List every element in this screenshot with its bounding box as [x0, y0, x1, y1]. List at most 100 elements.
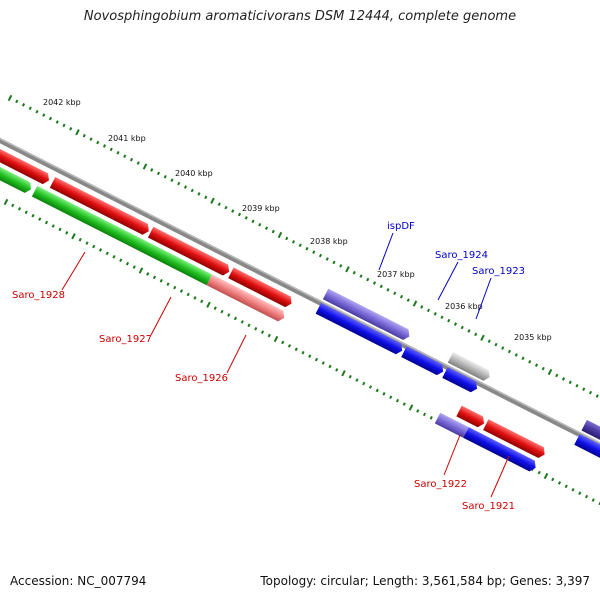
ruler-lower-tick	[38, 217, 42, 221]
ruler-upper-tick	[21, 103, 26, 107]
ruler-lower-tick	[179, 289, 184, 293]
gene-saro-1924[interactable]	[401, 346, 446, 377]
ruler-lower-tick	[166, 282, 170, 287]
ruler-upper-tick	[48, 116, 53, 121]
gene-label-saro-1924[interactable]: Saro_1924	[435, 250, 488, 261]
gene-saro-1921-red[interactable]	[483, 419, 547, 460]
ruler-upper-tick	[534, 363, 539, 367]
ruler-lower-tick	[273, 335, 279, 343]
ruler-upper-tick	[197, 192, 201, 196]
ruler-upper-tick	[28, 106, 32, 111]
gene-label-saro-1927[interactable]: Saro_1927	[99, 334, 152, 345]
ruler-lower-tick	[152, 275, 157, 280]
gene-label-saro-1926[interactable]: Saro_1926	[175, 373, 228, 384]
gene-saro-1926-tail[interactable]	[228, 267, 294, 308]
ruler-upper-tick	[96, 140, 100, 145]
ruler-upper-tick	[312, 250, 316, 254]
gene-saro-1923-blue[interactable]	[442, 367, 480, 394]
gene-saro-1927-lower[interactable]	[31, 185, 213, 286]
ruler-lower-tick	[11, 203, 15, 208]
gene-label-saro-1923[interactable]: Saro_1923	[472, 266, 525, 277]
gene-saro-1922-lav[interactable]	[434, 412, 469, 438]
ruler-lower-tick	[348, 374, 352, 379]
ruler-upper-tick	[291, 240, 296, 244]
kbp-label-2036: 2036 kbp	[445, 302, 483, 311]
gene-saro-1928-upper[interactable]	[0, 142, 52, 186]
ruler-lower-tick	[247, 323, 251, 328]
ruler-upper-tick	[231, 209, 235, 213]
gene-far-right-blue[interactable]	[574, 434, 600, 477]
ruler-lower-tick	[267, 333, 271, 338]
ruler-upper-tick	[514, 353, 518, 357]
ruler-upper-tick	[55, 120, 59, 124]
ruler-lower-tick	[213, 306, 217, 310]
ruler-upper-tick	[568, 380, 572, 385]
ruler-upper-tick	[528, 359, 532, 364]
ruler-upper-tick	[575, 383, 579, 388]
ruler-lower-tick	[382, 392, 386, 396]
ruler-upper-tick	[62, 123, 66, 128]
gene-saro-1926-lower[interactable]	[206, 274, 287, 324]
ruler-lower-tick	[138, 267, 144, 274]
ruler-upper-tick	[399, 294, 404, 299]
ruler-upper-tick	[507, 349, 512, 354]
ruler-upper-tick	[35, 109, 39, 114]
ruler-lower-tick	[395, 398, 400, 403]
ruler-upper-tick	[440, 315, 444, 320]
gene-label-saro-1921[interactable]: Saro_1921	[462, 501, 515, 512]
ruler-upper-tick	[183, 185, 188, 189]
kbp-label-2035: 2035 kbp	[514, 333, 552, 342]
ruler-lower-tick	[591, 498, 595, 502]
gene-ispdf[interactable]	[315, 302, 405, 356]
ruler-upper-tick	[345, 266, 350, 273]
gene-saro-1926-upper[interactable]	[147, 226, 232, 278]
ruler-lower-tick	[173, 285, 177, 290]
ruler-lower-tick	[355, 378, 359, 382]
ruler-lower-tick	[227, 313, 231, 317]
ruler-upper-tick	[217, 202, 221, 206]
gene-saro-1921-blue[interactable]	[463, 427, 538, 473]
ruler-upper-tick	[467, 329, 471, 333]
gene-saro-1922-red[interactable]	[456, 405, 486, 429]
ruler-upper-tick	[69, 127, 73, 131]
ruler-upper-tick	[190, 188, 194, 193]
kbp-ruler-upper	[7, 94, 599, 398]
ruler-lower-tick	[31, 213, 35, 218]
ruler-upper-tick	[136, 161, 140, 165]
genome-backbone	[0, 133, 600, 464]
gene-far-right-dark[interactable]	[581, 419, 600, 463]
accession-footer: Accession: NC_007794	[10, 574, 147, 588]
ruler-upper-tick	[406, 298, 410, 302]
ruler-upper-tick	[460, 325, 464, 330]
kbp-label-2037: 2037 kbp	[377, 270, 415, 279]
gene-label-ispdf[interactable]: ispDF	[387, 221, 415, 232]
ruler-upper-tick	[588, 390, 593, 395]
gene-saro-1927-upper[interactable]	[49, 176, 152, 237]
ruler-lower-tick	[119, 258, 123, 263]
ruler-lower-tick	[254, 326, 258, 331]
ruler-upper-tick	[305, 246, 309, 251]
gene-label-saro-1928[interactable]: Saro_1928	[12, 290, 65, 301]
ruler-upper-tick	[447, 318, 451, 323]
gene-ispdf-lavender[interactable]	[322, 288, 412, 342]
gene-saro-1928-lower[interactable]	[0, 156, 34, 195]
ruler-lower-tick	[571, 487, 575, 492]
ruler-lower-tick	[584, 494, 589, 499]
ruler-upper-tick	[366, 277, 370, 282]
gene-label-saro-1922[interactable]: Saro_1922	[414, 479, 467, 490]
ruler-lower-tick	[389, 395, 393, 400]
gene-saro-1923-gray[interactable]	[447, 351, 493, 383]
ruler-lower-tick	[3, 198, 9, 206]
ruler-lower-tick	[537, 470, 541, 475]
ruler-upper-tick	[494, 342, 498, 347]
ruler-upper-tick	[547, 368, 553, 376]
ruler-upper-tick	[359, 274, 363, 278]
ruler-lower-tick	[71, 233, 76, 240]
ruler-upper-tick	[15, 99, 19, 104]
ruler-lower-tick	[341, 370, 346, 377]
ruler-upper-tick	[7, 94, 13, 102]
ruler-lower-tick	[58, 227, 62, 232]
ruler-lower-tick	[92, 244, 96, 249]
